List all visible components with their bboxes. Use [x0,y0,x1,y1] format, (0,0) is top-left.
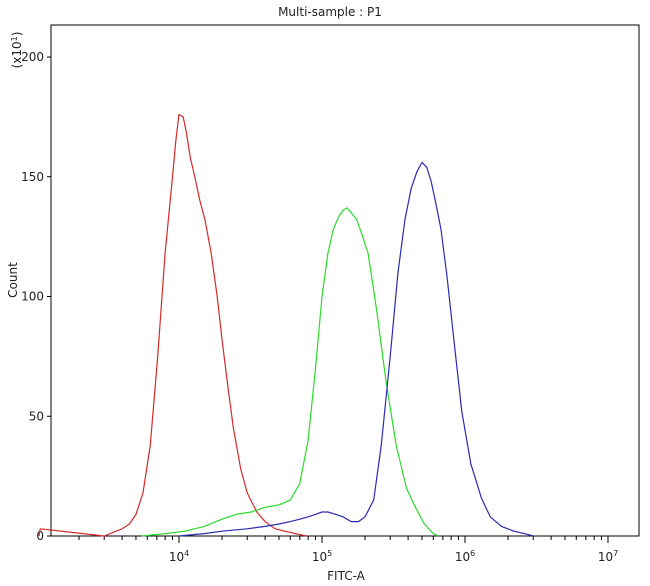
x-tick-label: 106 [455,549,475,564]
x-tick-label: 104 [169,549,189,564]
y-multiplier-label: (x101) [10,32,24,69]
histogram-series-1 [38,113,307,537]
x-tick-label: 105 [312,549,332,564]
y-tick-label: 100 [21,290,44,304]
y-tick-label: 150 [21,170,44,184]
series-layer [38,113,534,537]
y-axis-ticks: 0 50 100 150 200 [21,50,51,543]
histogram-series-2 [141,207,439,537]
y-tick-label: 200 [21,50,44,64]
plot-area-frame [50,24,640,537]
histogram-series-3 [178,161,534,537]
y-axis-label: Count [6,262,20,298]
y-tick-label: 0 [36,529,44,543]
chart-title: Multi-sample : P1 [278,5,382,19]
x-axis-label: FITC-A [327,569,366,583]
x-axis-ticks: 104 105 106 107 [78,536,618,564]
y-tick-label: 50 [29,409,44,423]
x-tick-label: 107 [598,549,618,564]
